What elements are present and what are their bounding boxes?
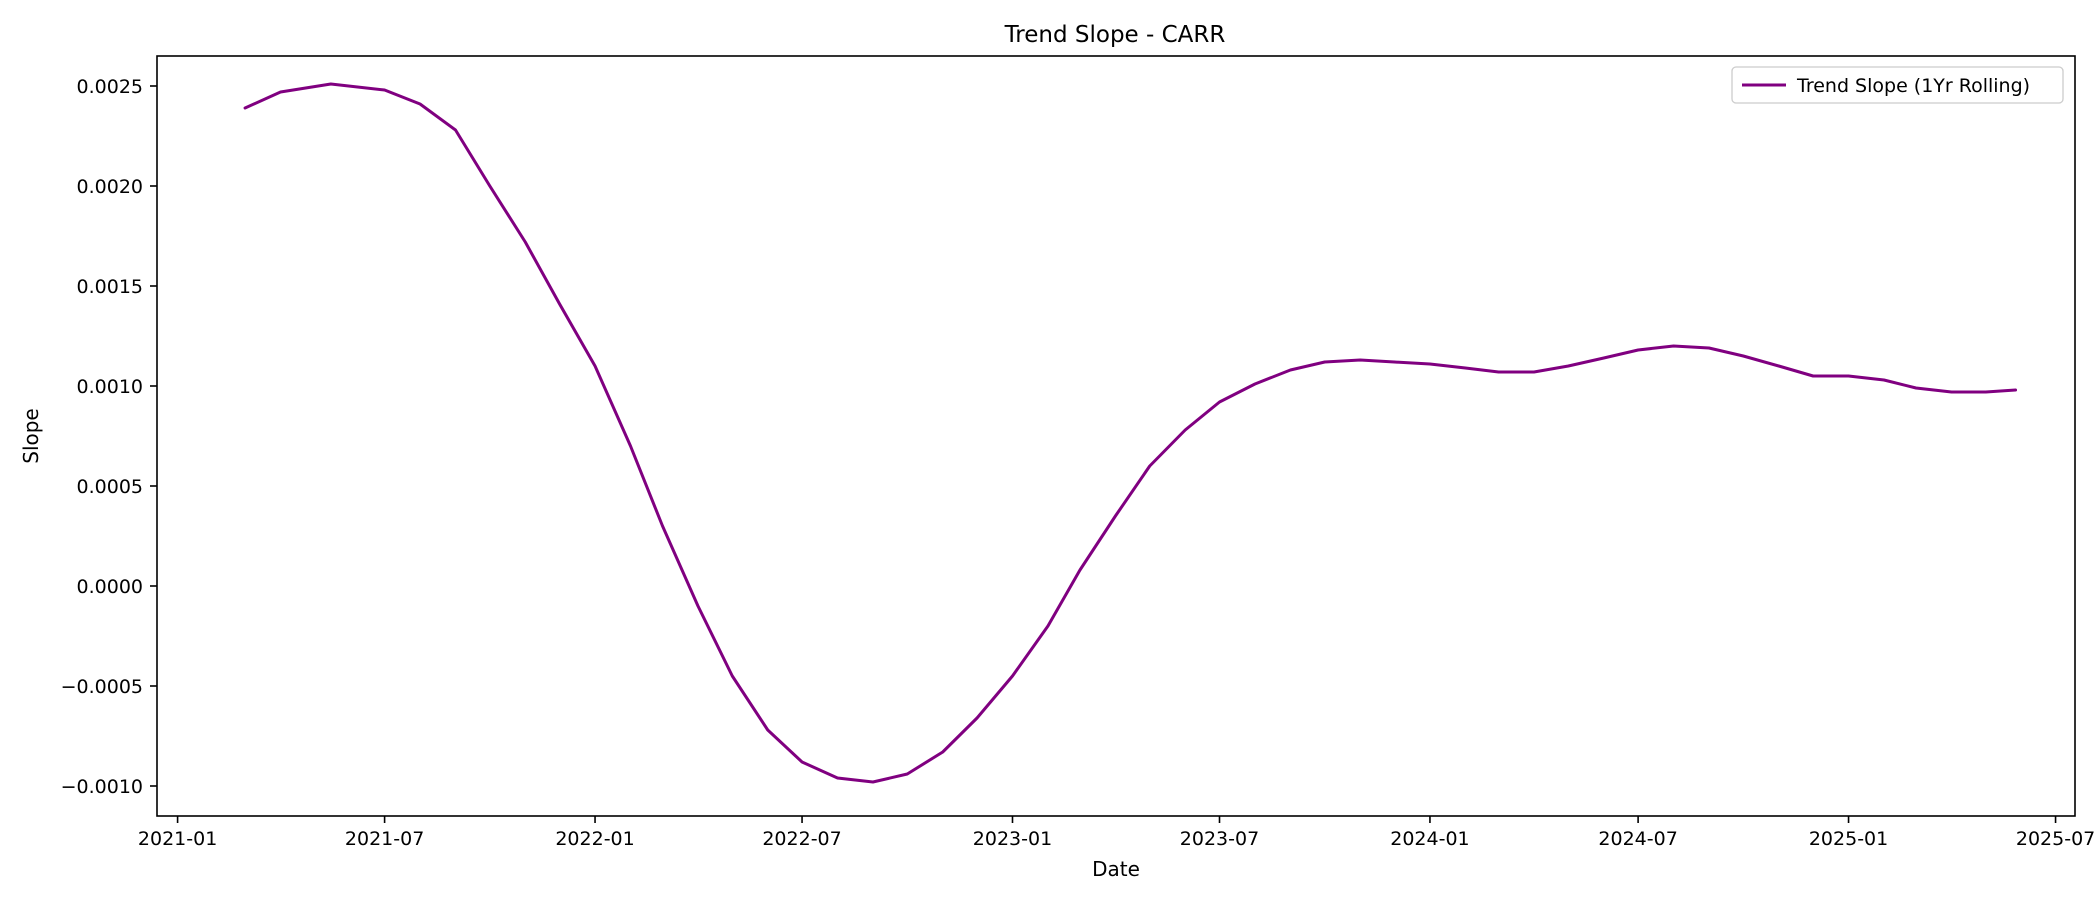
- series-line-0: [243, 82, 2018, 784]
- y-tick-label: 0.0025: [77, 76, 143, 98]
- y-tick-label: 0.0015: [77, 276, 143, 298]
- y-tick-label: 0.0005: [77, 476, 143, 498]
- x-tick-label: 2024-01: [1390, 828, 1469, 850]
- y-tick-label: 0.0020: [77, 176, 143, 198]
- y-axis: −0.0010 −0.0005 0.0000 0.0005 0.0010 0.0015 0.…: [61, 76, 157, 798]
- x-tick-label: 2022-01: [555, 828, 634, 850]
- legend-box: [1731, 66, 2064, 104]
- x-axis: 2021-01 2021-07 2022-01 2022-07 2023-01 2023-…: [138, 816, 2095, 850]
- x-tick-label: 2024-07: [1598, 828, 1677, 850]
- legend: Trend Slope (1Yr Rolling): [1731, 66, 2064, 104]
- x-tick-label: 2023-07: [1180, 828, 1259, 850]
- x-tick-label: 2022-07: [762, 828, 841, 850]
- x-tick-label: 2021-07: [345, 828, 424, 850]
- plot-frame: [156, 55, 2076, 817]
- chart-title: Trend Slope - CARR: [1004, 22, 1226, 48]
- y-axis-label: Slope: [19, 408, 43, 464]
- y-tick-label: 0.0000: [77, 576, 143, 598]
- y-tick-label: 0.0010: [77, 376, 143, 398]
- x-axis-label: Date: [1092, 857, 1140, 881]
- x-tick-label: 2025-07: [2016, 828, 2095, 850]
- x-tick-label: 2021-01: [138, 828, 217, 850]
- y-tick-label: −0.0005: [61, 676, 143, 698]
- x-tick-label: 2025-01: [1809, 828, 1888, 850]
- x-tick-label: 2023-01: [973, 828, 1052, 850]
- legend-label: Trend Slope (1Yr Rolling): [1796, 75, 2030, 97]
- plot-area: [243, 82, 2018, 784]
- y-tick-label: −0.0010: [61, 776, 143, 798]
